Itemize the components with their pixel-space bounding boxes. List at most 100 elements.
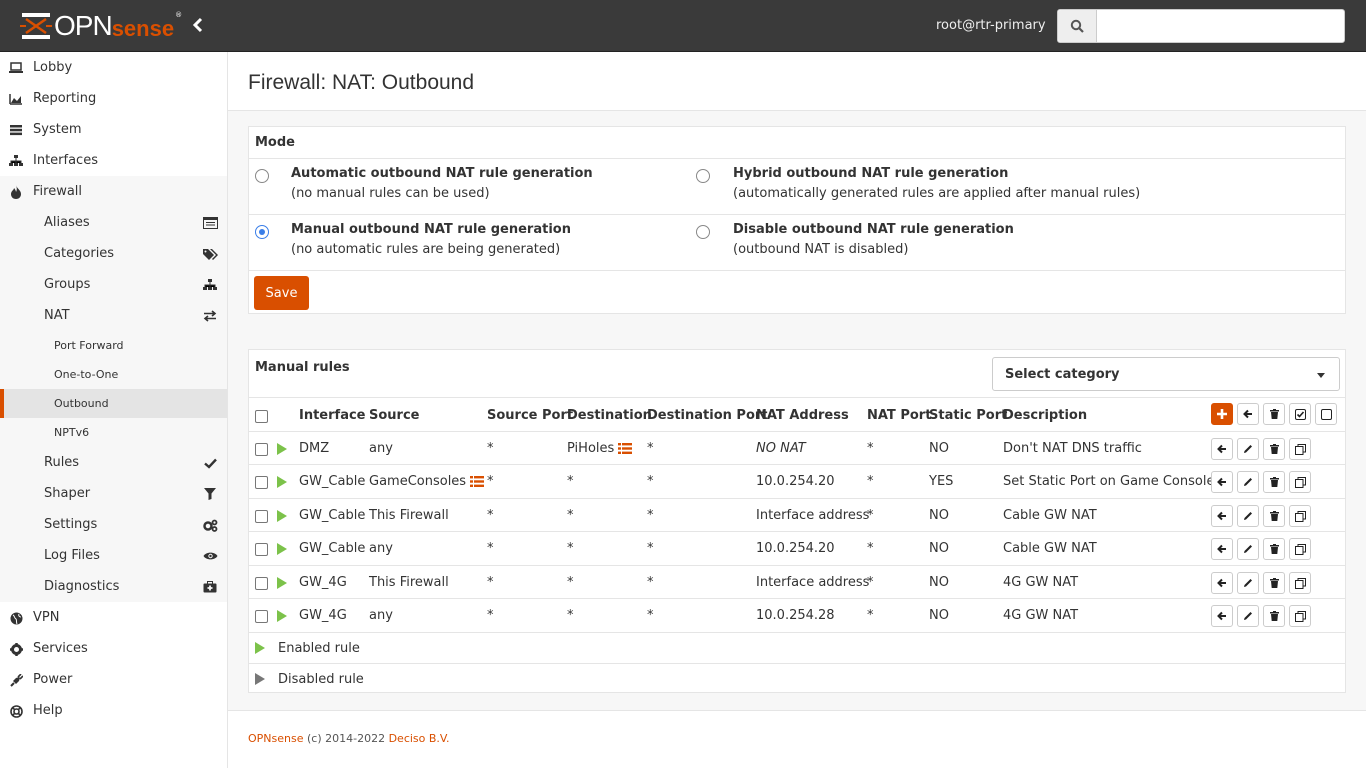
move-selected-button[interactable]	[1237, 403, 1259, 425]
move-rule-button[interactable]	[1211, 572, 1233, 594]
edit-rule-button[interactable]	[1237, 538, 1259, 560]
toggle-rule-icon[interactable]	[277, 443, 287, 455]
sidebar-item-log-files[interactable]: Log Files	[0, 540, 227, 571]
add-rule-button[interactable]	[1211, 403, 1233, 425]
sidebar-item-vpn[interactable]: VPN	[0, 602, 227, 633]
disable-selected-button[interactable]	[1315, 403, 1337, 425]
footer-company-link[interactable]: Deciso B.V.	[388, 732, 450, 745]
sidebar-item-services[interactable]: Services	[0, 633, 227, 664]
toggle-rule-icon[interactable]	[277, 577, 287, 589]
sidebar-item-lobby[interactable]: Lobby	[0, 52, 227, 83]
clone-rule-button[interactable]	[1289, 572, 1311, 594]
sidebar-item-nat[interactable]: NAT	[0, 300, 227, 331]
col-destination[interactable]: Destination	[567, 408, 652, 423]
edit-rule-button[interactable]	[1237, 605, 1259, 627]
row-checkbox[interactable]	[255, 577, 268, 590]
delete-rule-button[interactable]	[1263, 538, 1285, 560]
edit-rule-button[interactable]	[1237, 471, 1259, 493]
footer-brand-link[interactable]: OPNsense	[248, 732, 304, 745]
move-rule-button[interactable]	[1211, 538, 1233, 560]
col-interface[interactable]: Interface	[299, 408, 366, 423]
cell-destination-text: *	[567, 474, 574, 489]
row-checkbox[interactable]	[255, 510, 268, 523]
clone-rule-button[interactable]	[1289, 438, 1311, 460]
edit-rule-button[interactable]	[1237, 505, 1259, 527]
cell-nat-port-text: *	[867, 575, 874, 590]
cell-destination: *	[567, 608, 574, 623]
sidebar-item-rules[interactable]: Rules	[0, 447, 227, 478]
delete-rule-button[interactable]	[1263, 605, 1285, 627]
enable-selected-button[interactable]	[1289, 403, 1311, 425]
row-checkbox[interactable]	[255, 543, 268, 556]
move-rule-button[interactable]	[1211, 605, 1233, 627]
row-checkbox[interactable]	[255, 476, 268, 489]
sidebar-item-label: Port Forward	[54, 339, 124, 352]
delete-selected-button[interactable]	[1263, 403, 1285, 425]
radio-automatic[interactable]	[255, 169, 269, 183]
col-destination-port[interactable]: Destination Port	[647, 408, 768, 423]
clone-rule-button[interactable]	[1289, 505, 1311, 527]
radio-disable[interactable]	[696, 225, 710, 239]
toggle-rule-icon[interactable]	[277, 543, 287, 555]
cell-source: GameConsoles	[369, 474, 485, 489]
sidebar-item-settings[interactable]: Settings	[0, 509, 227, 540]
cell-source-port: *	[487, 508, 494, 523]
cell-nat-address-text: 10.0.254.20	[756, 541, 835, 556]
mode-panel: Mode Automatic outbound NAT rule generat…	[248, 126, 1346, 314]
clone-rule-button[interactable]	[1289, 538, 1311, 560]
sidebar-item-firewall[interactable]: Firewall	[0, 176, 227, 207]
sidebar-item-outbound[interactable]: Outbound	[0, 389, 227, 418]
sidebar-collapse-button[interactable]	[192, 16, 210, 36]
sidebar-item-interfaces[interactable]: Interfaces	[0, 145, 227, 176]
delete-rule-button[interactable]	[1263, 438, 1285, 460]
category-select[interactable]: Select category	[992, 357, 1340, 391]
col-nat-port[interactable]: NAT Port	[867, 408, 932, 423]
clone-rule-button[interactable]	[1289, 605, 1311, 627]
mode-row: Manual outbound NAT rule generation (no …	[249, 214, 1345, 270]
col-source-port[interactable]: Source Port	[487, 408, 574, 423]
sidebar-item-label: NPTv6	[54, 426, 90, 439]
user-menu[interactable]: root@rtr-primary	[936, 18, 1046, 33]
row-checkbox[interactable]	[255, 610, 268, 623]
toggle-rule-icon[interactable]	[277, 510, 287, 522]
sidebar-item-diagnostics[interactable]: Diagnostics	[0, 571, 227, 602]
delete-rule-button[interactable]	[1263, 471, 1285, 493]
col-description[interactable]: Description	[1003, 408, 1088, 423]
toggle-rule-icon[interactable]	[277, 610, 287, 622]
edit-rule-button[interactable]	[1237, 572, 1259, 594]
sidebar-item-aliases[interactable]: Aliases	[0, 207, 227, 238]
cell-source-port-text: *	[487, 508, 494, 523]
search-input[interactable]	[1098, 10, 1344, 42]
col-nat-address[interactable]: NAT Address	[756, 408, 849, 423]
clone-icon	[1294, 543, 1306, 555]
sidebar-item-shaper[interactable]: Shaper	[0, 478, 227, 509]
sidebar-item-help[interactable]: Help	[0, 695, 227, 726]
sidebar-item-port-forward[interactable]: Port Forward	[0, 331, 227, 360]
col-source[interactable]: Source	[369, 408, 420, 423]
cell-source-port-text: *	[487, 541, 494, 556]
radio-hybrid[interactable]	[696, 169, 710, 183]
save-button[interactable]: Save	[254, 276, 309, 310]
move-rule-button[interactable]	[1211, 471, 1233, 493]
select-all-checkbox[interactable]	[255, 410, 268, 423]
col-static-port[interactable]: Static Port	[929, 408, 1008, 423]
delete-rule-button[interactable]	[1263, 572, 1285, 594]
sidebar-item-reporting[interactable]: Reporting	[0, 83, 227, 114]
edit-rule-button[interactable]	[1237, 438, 1259, 460]
sidebar-item-categories[interactable]: Categories	[0, 238, 227, 269]
delete-rule-button[interactable]	[1263, 505, 1285, 527]
footer-text: OPNsense (c) 2014-2022 Deciso B.V.	[248, 732, 450, 745]
toggle-rule-icon[interactable]	[277, 476, 287, 488]
sidebar-item-power[interactable]: Power	[0, 664, 227, 695]
sidebar-item-one-to-one[interactable]: One-to-One	[0, 360, 227, 389]
radio-manual[interactable]	[255, 225, 269, 239]
sidebar-item-groups[interactable]: Groups	[0, 269, 227, 300]
search-button[interactable]	[1058, 10, 1097, 42]
move-rule-button[interactable]	[1211, 505, 1233, 527]
clone-rule-button[interactable]	[1289, 471, 1311, 493]
sidebar-item-nptv6[interactable]: NPTv6	[0, 418, 227, 447]
sidebar-item-system[interactable]: System	[0, 114, 227, 145]
row-checkbox[interactable]	[255, 443, 268, 456]
move-rule-button[interactable]	[1211, 438, 1233, 460]
opnsense-logo[interactable]: OPN sense ®	[20, 10, 182, 41]
